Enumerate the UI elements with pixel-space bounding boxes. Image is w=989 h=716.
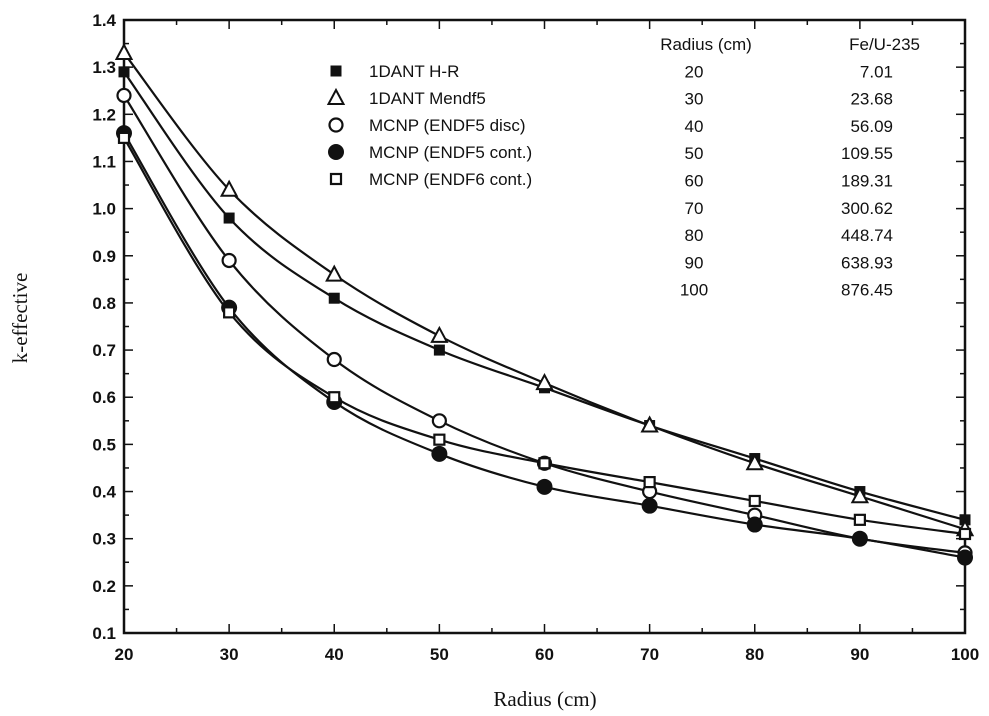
- table-cell-ratio: 638.93: [841, 253, 893, 272]
- axes: 20 30 40 50 60 70 80 90 100 0.1 0.2 0.3 0.4 0.5 0.6 0.7…: [92, 11, 979, 664]
- x-tick-label: 50: [430, 645, 449, 664]
- y-tick-label: 0.9: [92, 247, 116, 266]
- table-cell-radius: 70: [685, 199, 704, 218]
- table-cell-radius: 90: [685, 253, 704, 272]
- data-point-series-2: [640, 415, 659, 433]
- legend-label-2: 1DANT Mendf5: [369, 89, 486, 108]
- data-point-series-4: [431, 445, 448, 462]
- x-tick-label: 30: [220, 645, 239, 664]
- data-point-series-2: [114, 42, 134, 61]
- data-point-series-5: [538, 457, 551, 470]
- data-point-series-2: [430, 325, 449, 343]
- series-line-5: [123, 137, 966, 536]
- legend-marker-5: [329, 172, 343, 186]
- x-tick-label: 60: [535, 645, 554, 664]
- data-point-series-3: [116, 87, 132, 104]
- y-tick-label: 1.3: [92, 58, 116, 77]
- y-tick-label: 1.2: [92, 105, 116, 124]
- table-header-fe-u235: Fe/U-235: [849, 35, 920, 54]
- table-cell-radius: 80: [685, 226, 704, 245]
- legend-marker-1: [330, 65, 342, 77]
- table-cell-radius: 50: [685, 144, 704, 163]
- x-tick-label: 100: [951, 645, 979, 664]
- x-tick-label: 80: [745, 645, 764, 664]
- y-tick-label: 0.8: [92, 294, 116, 313]
- y-tick-label: 0.4: [92, 483, 116, 502]
- data-point-series-2: [325, 264, 344, 282]
- table-cell-ratio: 109.55: [841, 144, 893, 163]
- table-cell-radius: 20: [685, 62, 704, 81]
- x-tick-label: 70: [640, 645, 659, 664]
- table-cell-ratio: 876.45: [841, 281, 893, 300]
- y-tick-label: 0.1: [92, 624, 116, 643]
- data-point-series-4: [957, 549, 973, 566]
- y-tick-label: 0.6: [92, 388, 116, 407]
- data-point-series-1: [118, 66, 130, 78]
- y-axis-title: k-effective: [8, 273, 32, 364]
- data-point-series-1: [328, 292, 340, 304]
- legend-marker-4: [328, 144, 344, 160]
- y-tick-label: 0.7: [92, 341, 116, 360]
- data-point-series-5: [223, 306, 236, 319]
- fe-u235-table: Radius (cm) Fe/U-235 20 7.01 30 23.68 40 56.09 5…: [660, 35, 920, 300]
- x-tick-label: 40: [325, 645, 344, 664]
- table-cell-ratio: 56.09: [850, 117, 893, 136]
- x-axis-title: Radius (cm): [493, 687, 596, 711]
- plot-frame: [122, 18, 967, 635]
- x-tick-label: 90: [850, 645, 869, 664]
- series-line-1: [123, 71, 966, 521]
- data-point-series-3: [431, 413, 447, 429]
- table-cell-ratio: 7.01: [860, 62, 893, 81]
- y-tick-label: 1.1: [92, 152, 116, 171]
- y-tick-label: 1.4: [92, 11, 116, 30]
- legend-marker-3: [328, 117, 344, 133]
- data-point-series-2: [745, 453, 764, 471]
- data-point-series-4: [536, 478, 553, 495]
- y-tick-label: 1.0: [92, 200, 116, 219]
- table-cell-radius: 60: [685, 172, 704, 191]
- data-point-series-5: [433, 433, 446, 446]
- data-point-series-3: [326, 351, 342, 368]
- data-point-series-5: [748, 494, 761, 508]
- legend-marker-2: [326, 87, 346, 105]
- data-point-series-2: [219, 179, 239, 197]
- legend-label-5: MCNP (ENDF6 cont.): [369, 170, 532, 189]
- data-point-series-4: [851, 530, 868, 547]
- data-point-series-2: [535, 372, 554, 391]
- data-point-series-4: [641, 497, 658, 514]
- y-tick-label: 0.3: [92, 530, 116, 549]
- series-markers: [114, 42, 975, 566]
- legend-label-3: MCNP (ENDF5 disc): [369, 116, 525, 135]
- data-point-series-3: [221, 252, 237, 269]
- data-point-series-2: [850, 486, 870, 504]
- legend: 1DANT H-R 1DANT Mendf5 MCNP (ENDF5 disc) MC…: [326, 62, 532, 189]
- table-cell-radius: 100: [680, 281, 708, 300]
- data-point-series-1: [433, 344, 445, 356]
- table-cell-ratio: 448.74: [841, 226, 893, 245]
- data-point-series-5: [117, 131, 131, 144]
- table-cell-radius: 40: [685, 117, 704, 136]
- series-line-2: [123, 52, 966, 531]
- legend-label-4: MCNP (ENDF5 cont.): [369, 143, 532, 162]
- data-point-series-4: [746, 516, 763, 533]
- data-point-series-1: [223, 212, 235, 224]
- legend-label-1: 1DANT H-R: [369, 62, 459, 81]
- x-tick-label: 20: [115, 645, 134, 664]
- table-cell-ratio: 23.68: [850, 90, 893, 109]
- y-tick-label: 0.5: [92, 435, 116, 454]
- table-cell-ratio: 300.62: [841, 199, 893, 218]
- table-cell-radius: 30: [685, 90, 704, 109]
- table-cell-ratio: 189.31: [841, 172, 893, 191]
- data-point-series-5: [853, 513, 866, 526]
- data-point-series-5: [328, 391, 341, 404]
- y-tick-label: 0.2: [92, 577, 116, 596]
- data-point-series-5: [958, 527, 972, 541]
- table-header-radius: Radius (cm): [660, 35, 752, 54]
- data-point-series-5: [643, 476, 656, 489]
